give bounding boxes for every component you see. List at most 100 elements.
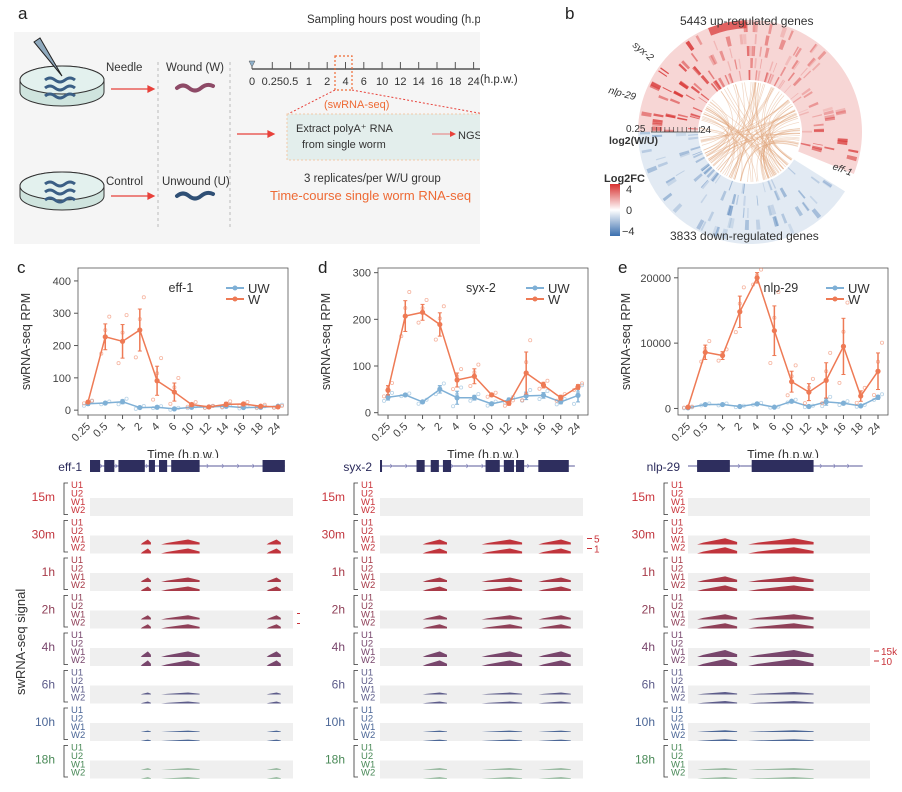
replicate-point [793, 363, 798, 368]
up-stripe [710, 54, 718, 65]
panel-a-schematic: 0 0.25 0.5 1 2 4 6 10 12 14 16 18 24 Sampling hours … [14, 14, 480, 244]
chord [700, 99, 729, 141]
signal-peak [748, 730, 814, 732]
down-stripe [744, 219, 749, 230]
up-stripe [746, 45, 751, 57]
timepoint-bracket [353, 707, 358, 740]
swrna-label: (swRNA-seq) [324, 99, 389, 111]
chord [708, 99, 789, 161]
signal-peak [161, 777, 200, 779]
replicate-label: U1 [361, 480, 373, 491]
replicate-point [733, 330, 738, 335]
timeline-tick-label: 0 [249, 76, 255, 88]
replicate-label: W1 [361, 572, 375, 583]
up-stripe [660, 67, 670, 75]
up-stripe [801, 130, 812, 133]
chord [756, 82, 782, 172]
up-stripe [748, 70, 751, 81]
replicate-point [520, 398, 525, 403]
replicate-label: U1 [71, 555, 83, 566]
signal-peak [266, 548, 281, 554]
timepoint-label: 15m [32, 490, 55, 504]
replicate-point [579, 383, 584, 388]
y-tick-label: 10000 [640, 338, 671, 350]
chord [719, 82, 752, 173]
track-row-bg [90, 498, 293, 516]
replicate-label: U2 [671, 563, 683, 574]
up-stripe [787, 30, 794, 41]
down-stripe [822, 180, 832, 189]
circos-plot [638, 19, 862, 244]
timeline-title: Sampling hours post wouding (h.p.w.) [307, 14, 480, 26]
replicate-point [741, 403, 746, 408]
up-stripe [835, 107, 846, 115]
down-stripe [767, 180, 773, 191]
chord [756, 83, 767, 180]
up-stripe [807, 57, 816, 67]
chord [703, 113, 779, 174]
signal-peak [481, 577, 523, 582]
strand-arrow-icon [145, 463, 149, 469]
chord [768, 128, 800, 172]
replicate-point [441, 304, 446, 309]
up-stripe [793, 61, 801, 71]
chord [731, 82, 745, 179]
up-stripe [665, 114, 676, 119]
x-tick-label: 2 [132, 421, 145, 434]
up-stripe [669, 98, 681, 105]
gene-model-exon [485, 460, 500, 472]
chord [754, 82, 792, 160]
timepoint-bracket [63, 707, 68, 740]
data-point-W [189, 402, 195, 408]
replicate-point [237, 406, 242, 411]
signal-peak [481, 539, 523, 545]
replicate-point [789, 398, 794, 403]
replicate-label: U1 [71, 743, 83, 754]
chord [734, 82, 755, 180]
signal-peak [481, 701, 523, 704]
timepoint-bracket [353, 632, 358, 665]
scale-bottom-label: 10 [881, 657, 893, 668]
replicate-label: W2 [361, 655, 375, 666]
signal-peak [161, 651, 200, 657]
replicate-point [845, 399, 850, 404]
replicate-label: W2 [361, 693, 375, 704]
up-stripe [792, 46, 800, 56]
replicate-label: U2 [361, 526, 373, 537]
legend-label-UW: UW [248, 281, 270, 296]
down-stripe [802, 201, 810, 211]
tracks-nlp29: nlp-2915mU1U2W1W230mU1U2W1W21hU1U2W1W22h… [632, 460, 898, 779]
chord [740, 129, 800, 182]
signal-peak [422, 692, 447, 695]
up-stripe [755, 70, 758, 81]
data-point-W [454, 377, 460, 383]
data-point-W [437, 321, 443, 328]
down-stripe [641, 148, 652, 154]
replicate-point [768, 405, 773, 410]
up-stripe [846, 154, 858, 162]
replicate-label: U1 [361, 705, 373, 716]
replicate-point [116, 361, 121, 366]
down-stripe [700, 194, 708, 204]
replicate-label: W2 [361, 730, 375, 741]
down-stripe [727, 217, 733, 228]
replicate-point [720, 402, 725, 407]
up-stripe [768, 74, 775, 85]
chord [763, 87, 788, 166]
down-label: 3833 down-regulated genes [670, 229, 819, 243]
signal-peak [140, 768, 151, 770]
down-stripe [743, 195, 746, 206]
needle-icon [33, 37, 63, 77]
replicate-point [841, 329, 846, 334]
data-point-W [471, 373, 477, 379]
chord [739, 142, 798, 182]
legend-label-W: W [248, 292, 261, 307]
down-stripe [787, 167, 796, 175]
down-stripe [797, 190, 806, 199]
chord [726, 87, 788, 166]
replicate-point [168, 407, 173, 412]
data-point-W [823, 377, 829, 383]
x-axis-label: Time (h.p.w.) [747, 448, 819, 458]
replicate-point [390, 380, 395, 385]
replicate-point [699, 359, 704, 364]
